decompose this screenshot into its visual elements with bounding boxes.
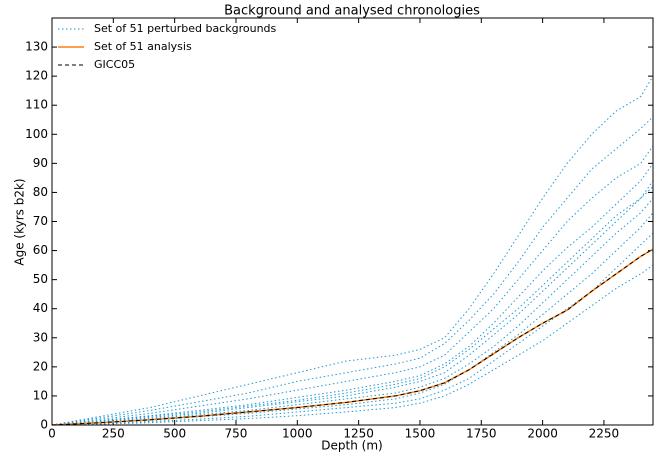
line	[51, 180, 654, 426]
x-tick-label: 1000	[282, 427, 313, 441]
x-tick-label: 250	[102, 427, 125, 441]
y-tick-label: 80	[33, 185, 48, 199]
line	[51, 212, 654, 426]
line	[51, 232, 654, 426]
x-tick-label: 2000	[527, 427, 558, 441]
x-tick-label: 1250	[343, 427, 374, 441]
y-tick-label: 10	[33, 388, 48, 402]
x-axis-label: Depth (m)	[321, 439, 382, 453]
x-tick-label: 750	[225, 427, 248, 441]
x-tick-label: 2250	[589, 427, 620, 441]
y-tick-label: 120	[25, 69, 48, 83]
x-tick-label: 1750	[466, 427, 497, 441]
y-tick-label: 50	[33, 272, 48, 286]
line	[51, 116, 654, 426]
line	[51, 75, 654, 426]
y-tick-label: 100	[25, 127, 48, 141]
line	[51, 186, 654, 426]
y-tick-label: 40	[33, 301, 48, 315]
y-tick-label: 130	[25, 40, 48, 54]
y-tick-label: 20	[33, 359, 48, 373]
x-tick-label: 500	[163, 427, 186, 441]
y-tick-label: 90	[33, 156, 48, 170]
y-axis-label: Age (kyrs b2k)	[13, 178, 27, 265]
legend-label: GICC05	[94, 58, 135, 71]
y-tick-label: 110	[25, 98, 48, 112]
plot-frame	[51, 17, 654, 426]
y-tick-label: 60	[33, 243, 48, 257]
legend-label: Set of 51 analysis	[94, 40, 192, 53]
x-tick-label: 0	[48, 427, 56, 441]
chart-title: Background and analysed chronologies	[224, 4, 480, 19]
line	[51, 163, 654, 426]
legend-label: Set of 51 perturbed backgrounds	[94, 22, 277, 35]
line	[51, 248, 654, 426]
y-tick-label: 0	[40, 418, 48, 432]
line	[51, 248, 654, 426]
line	[51, 145, 654, 426]
line	[51, 197, 654, 426]
y-tick-label: 70	[33, 214, 48, 228]
y-tick-label: 30	[33, 330, 48, 344]
x-tick-label: 1500	[405, 427, 436, 441]
